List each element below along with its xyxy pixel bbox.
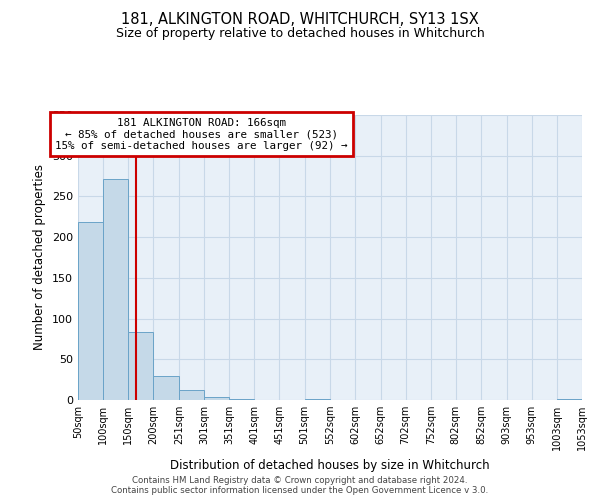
Text: Contains HM Land Registry data © Crown copyright and database right 2024.: Contains HM Land Registry data © Crown c… <box>132 476 468 485</box>
Text: Size of property relative to detached houses in Whitchurch: Size of property relative to detached ho… <box>116 28 484 40</box>
X-axis label: Distribution of detached houses by size in Whitchurch: Distribution of detached houses by size … <box>170 458 490 471</box>
Bar <box>305 399 330 400</box>
Bar <box>78 222 103 400</box>
Bar <box>128 332 154 400</box>
Bar <box>204 396 229 400</box>
Text: 181 ALKINGTON ROAD: 166sqm
← 85% of detached houses are smaller (523)
15% of sem: 181 ALKINGTON ROAD: 166sqm ← 85% of deta… <box>55 118 348 151</box>
Bar <box>179 390 204 400</box>
Bar <box>229 399 254 400</box>
Bar <box>557 399 582 400</box>
Text: Contains public sector information licensed under the Open Government Licence v : Contains public sector information licen… <box>112 486 488 495</box>
Bar <box>103 178 128 400</box>
Text: 181, ALKINGTON ROAD, WHITCHURCH, SY13 1SX: 181, ALKINGTON ROAD, WHITCHURCH, SY13 1S… <box>121 12 479 28</box>
Y-axis label: Number of detached properties: Number of detached properties <box>34 164 46 350</box>
Bar <box>154 376 179 400</box>
